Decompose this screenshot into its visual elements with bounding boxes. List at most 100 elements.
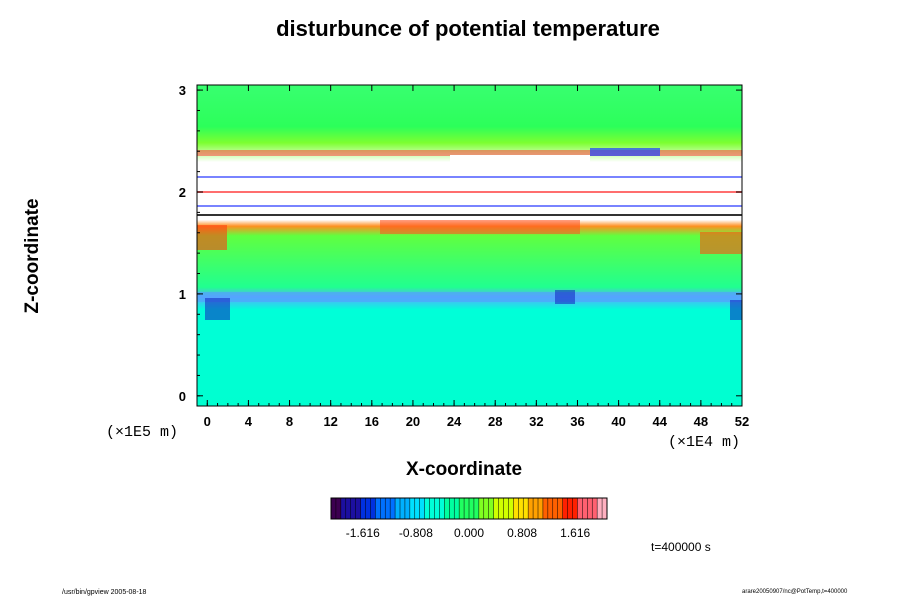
colorbar-cell	[602, 498, 608, 519]
colorbar-cell	[449, 498, 455, 519]
colorbar-cell	[414, 498, 421, 519]
colorbar-cell	[493, 498, 500, 519]
colorbar-cell	[365, 498, 371, 519]
x-tick-label: 44	[653, 414, 668, 429]
heatmap-band	[380, 220, 580, 234]
x-axis: 0 4 8 12 16 20 24 28 32 36 40 44 48 52	[204, 85, 749, 429]
colorbar-cell	[587, 498, 593, 519]
colorbar-cell	[473, 498, 480, 519]
heatmap-band	[205, 298, 230, 320]
x-tick-label: 40	[611, 414, 625, 429]
colorbar-frame	[330, 497, 608, 520]
x-tick-label: 28	[488, 414, 502, 429]
colorbar-cell	[395, 498, 401, 519]
colorbar-cell	[592, 498, 598, 519]
heatmap-band	[700, 232, 742, 254]
heatmap-field	[197, 85, 742, 406]
colorbar-cell	[454, 498, 460, 519]
x-tick-label: 8	[286, 414, 293, 429]
colorbar-cell	[380, 498, 386, 519]
time-label: t=400000 s	[651, 540, 711, 554]
colorbar-cell	[340, 498, 347, 519]
y-axis: 0 1 2 3	[179, 83, 742, 404]
heatmap-band	[197, 176, 742, 178]
colorbar-cell	[498, 498, 504, 519]
x-tick-label: 36	[570, 414, 584, 429]
colorbar-cell	[439, 498, 445, 519]
colorbar-cell	[434, 498, 440, 519]
colorbar-cell	[390, 498, 396, 519]
y-tick-label: 2	[179, 185, 186, 200]
y-tick-label: 0	[179, 389, 186, 404]
y-unit-label: (×1E5 m)	[106, 424, 179, 441]
x-tick-label: 0	[204, 414, 211, 429]
heatmap-band	[197, 214, 742, 216]
x-axis-label: X-coordinate	[406, 459, 523, 480]
x-unit-label: (×1E4 m)	[668, 434, 741, 451]
x-tick-label: 12	[323, 414, 337, 429]
colorbar-cell	[552, 498, 559, 519]
plot-frame	[196, 84, 743, 407]
colorbar-cell	[523, 498, 529, 519]
colorbar-cell	[360, 498, 366, 519]
colorbar-cell	[572, 498, 578, 519]
footer-command: /usr/bin/gpview 2005-08-18	[62, 589, 147, 596]
colorbar-cell	[419, 498, 426, 519]
y-tick-label: 3	[179, 83, 186, 98]
colorbar-cell	[503, 498, 509, 519]
colorbar-cell	[577, 498, 583, 519]
colorbar-cell	[335, 498, 342, 519]
heatmap-band	[197, 292, 742, 302]
colorbar-cell	[424, 498, 431, 519]
colorbar-cell	[478, 498, 485, 519]
heatmap-band	[555, 290, 575, 304]
heatmap-background	[197, 85, 742, 406]
footer-source: arare20050907/nc@PotTemp,t=400000	[742, 589, 848, 595]
colorbar-cell	[375, 498, 381, 519]
x-tick-label: 20	[406, 414, 420, 429]
heatmap-band	[590, 148, 660, 156]
colorbar-cell	[557, 498, 564, 519]
colorbar-cell	[355, 498, 362, 519]
y-tick-label: 1	[179, 287, 186, 302]
colorbar-cell	[513, 498, 519, 519]
colorbar-tick-label: -1.616	[346, 526, 380, 540]
heatmap-band	[450, 155, 590, 165]
heatmap-band	[197, 205, 742, 207]
heatmap-band	[197, 191, 742, 193]
colorbar-cell	[582, 498, 588, 519]
colorbar: -1.616 -0.808 0.000 0.808 1.616	[330, 497, 608, 540]
x-tick-label: 48	[694, 414, 708, 429]
colorbar-cell	[538, 498, 544, 519]
colorbar-cell	[385, 498, 391, 519]
colorbar-cell	[464, 498, 470, 519]
colorbar-cell	[444, 498, 450, 519]
colorbar-cell	[528, 498, 534, 519]
x-tick-label: 16	[365, 414, 379, 429]
colorbar-cell	[400, 498, 406, 519]
colorbar-cell	[350, 498, 357, 519]
heatmap-band	[197, 150, 742, 156]
colorbar-cell	[404, 498, 411, 519]
colorbar-cell	[533, 498, 539, 519]
colorbar-cell	[469, 498, 475, 519]
colorbar-cell	[331, 498, 337, 519]
chart-title: disturbunce of potential temperature	[276, 16, 660, 41]
colorbar-cell	[567, 498, 573, 519]
colorbar-cell	[459, 498, 465, 519]
x-tick-label: 32	[529, 414, 543, 429]
colorbar-cell	[345, 498, 352, 519]
x-tick-label: 52	[735, 414, 749, 429]
colorbar-cell	[483, 498, 490, 519]
colorbar-cell	[370, 498, 376, 519]
heatmap-band	[730, 300, 742, 320]
colorbar-cell	[547, 498, 554, 519]
colorbar-cell	[542, 498, 549, 519]
colorbar-tick-label: 1.616	[560, 526, 590, 540]
colorbar-cell	[429, 498, 435, 519]
colorbar-tick-label: 0.808	[507, 526, 537, 540]
colorbar-cell	[562, 498, 569, 519]
y-axis-label: Z-coordinate	[22, 198, 43, 314]
colorbar-cell	[508, 498, 514, 519]
